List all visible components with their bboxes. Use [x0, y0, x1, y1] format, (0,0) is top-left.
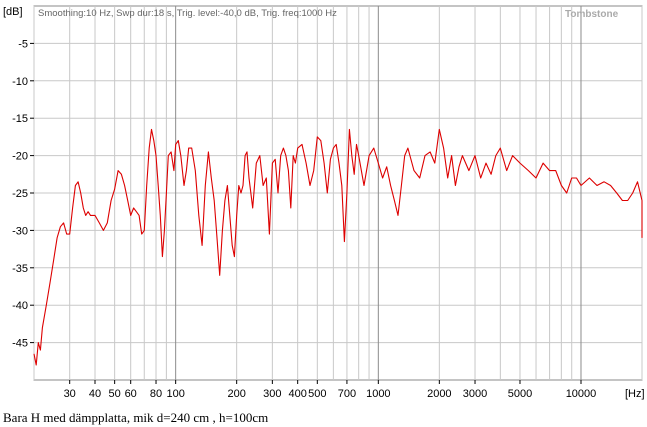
y-tick-label: -30 — [12, 225, 28, 237]
x-tick-label: 60 — [125, 388, 137, 400]
frequency-response-chart: -5 -10 -15 -20 -25 -30 -35 -40 -45 30 40 50 60 80 100… — [3, 5, 645, 400]
x-tick-label: 3000 — [463, 388, 487, 400]
x-tick-label: 1000 — [366, 388, 390, 400]
y-axis: -5 -10 -15 -20 -25 -30 -35 -40 -45 — [12, 38, 34, 350]
y-tick-label: -40 — [12, 300, 28, 312]
brand-watermark: Tombstone — [565, 9, 619, 20]
x-tick-label: 80 — [150, 388, 162, 400]
y-tick-label: -20 — [12, 151, 28, 163]
x-tick-label: 30 — [64, 388, 76, 400]
x-tick-label: 400 — [288, 388, 306, 400]
figure-caption: Bara H med dämpplatta, mik d=240 cm , h=… — [3, 410, 269, 425]
y-tick-label: -45 — [12, 338, 28, 350]
y-tick-label: -10 — [12, 76, 28, 88]
x-tick-label: 50 — [109, 388, 121, 400]
y-tick-label: -35 — [12, 263, 28, 275]
x-tick-label: 40 — [89, 388, 101, 400]
y-tick-label: -15 — [12, 113, 28, 125]
x-axis-label: [Hz] — [625, 388, 645, 400]
x-tick-label: 2000 — [427, 388, 451, 400]
y-tick-label: -25 — [12, 188, 28, 200]
x-tick-label: 500 — [308, 388, 326, 400]
measurement-header: Smoothing:10 Hz, Swp dur:18 s, Trig. lev… — [38, 8, 337, 19]
y-axis-label: [dB] — [3, 6, 23, 18]
x-tick-label: 100 — [166, 388, 184, 400]
x-tick-label: 10000 — [566, 388, 597, 400]
x-axis: 30 40 50 60 80 100 200 300 400 500 700 1000 2000 3000… — [64, 380, 597, 400]
x-tick-label: 700 — [338, 388, 356, 400]
x-tick-label: 300 — [263, 388, 281, 400]
series-line — [33, 128, 643, 366]
x-tick-label: 200 — [227, 388, 245, 400]
x-tick-label: 5000 — [508, 388, 532, 400]
series-group — [33, 128, 643, 366]
y-tick-label: -5 — [18, 38, 28, 50]
